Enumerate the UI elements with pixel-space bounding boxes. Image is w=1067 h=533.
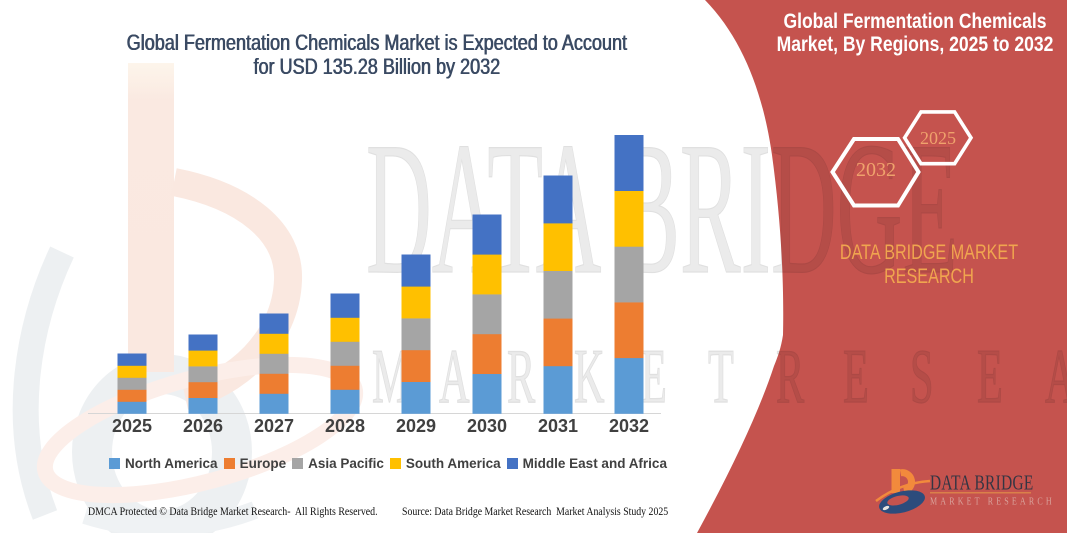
- svg-text:E: E: [977, 335, 1003, 419]
- svg-text:S: S: [910, 335, 934, 419]
- svg-text:DATA BRIDGE: DATA BRIDGE: [930, 471, 1034, 494]
- svg-text:R: R: [507, 335, 536, 419]
- svg-text:E: E: [641, 335, 667, 419]
- svg-text:DATA BRIDGE: DATA BRIDGE: [366, 104, 958, 314]
- svg-text:K: K: [574, 335, 605, 419]
- svg-text:MARKET RESEARCH: MARKET RESEARCH: [930, 495, 1055, 508]
- svg-text:A: A: [1045, 335, 1067, 419]
- svg-text:T: T: [708, 335, 734, 419]
- svg-text:E: E: [843, 335, 869, 419]
- svg-text:R: R: [776, 335, 805, 419]
- svg-text:A: A: [439, 335, 470, 419]
